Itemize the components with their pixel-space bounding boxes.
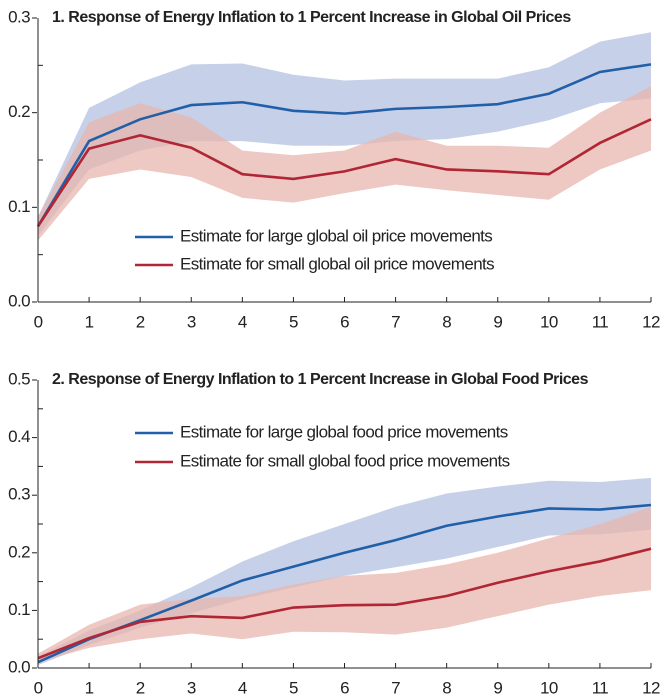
x-tick-label: 2 [136, 312, 145, 331]
y-tick-label: 0.0 [8, 657, 30, 676]
x-tick-label: 3 [187, 678, 196, 697]
y-tick-label: 0.2 [8, 542, 30, 561]
x-tick-label: 1 [85, 678, 94, 697]
confidence-band [38, 477, 651, 666]
chart-title: 1. Response of Energy Inflation to 1 Per… [52, 9, 571, 26]
line [36, 63, 652, 227]
y-tick-label: 0.3 [8, 485, 30, 504]
x-tick-label: 9 [493, 312, 502, 331]
x-tick-label: 11 [592, 312, 609, 331]
y-tick-label: 0.3 [8, 7, 30, 26]
x-tick-label: 0 [34, 312, 43, 331]
y-tick-label: 0.1 [8, 600, 30, 619]
x-tick-label: 5 [289, 678, 298, 697]
y-tick-label: 0.0 [8, 291, 30, 310]
y-tick-label: 0.5 [8, 369, 30, 388]
x-tick-label: 8 [442, 678, 451, 697]
x-tick-label: 0 [34, 678, 43, 697]
y-tick-label: 0.1 [8, 197, 30, 216]
line [37, 503, 652, 664]
x-tick-label: 9 [493, 678, 502, 697]
legend-label: Estimate for small global oil price move… [180, 254, 494, 273]
x-tick-label: 11 [592, 678, 609, 697]
x-tick-label: 4 [238, 312, 247, 331]
x-tick-label: 4 [238, 678, 247, 697]
x-tick-label: 6 [340, 678, 349, 697]
line [36, 118, 652, 227]
y-tick-label: 0.4 [8, 427, 30, 446]
legend-label: Estimate for large global oil price move… [180, 226, 492, 245]
x-tick-label: 12 [642, 312, 660, 331]
x-tick-label: 5 [289, 312, 298, 331]
x-tick-label: 12 [642, 678, 660, 697]
chart-title: 2. Response of Energy Inflation to 1 Per… [52, 371, 588, 388]
x-tick-label: 7 [391, 312, 400, 331]
confidence-band [38, 86, 651, 241]
x-tick-label: 1 [85, 312, 94, 331]
x-tick-label: 7 [391, 678, 400, 697]
x-tick-label: 3 [187, 312, 196, 331]
confidence-band [38, 32, 651, 236]
x-tick-label: 6 [340, 312, 349, 331]
confidence-band [38, 506, 651, 663]
y-tick-label: 0.2 [8, 102, 30, 121]
x-tick-label: 10 [540, 678, 558, 697]
line [37, 547, 652, 660]
legend-label: Estimate for small global food price mov… [180, 451, 510, 470]
x-tick-label: 2 [136, 678, 145, 697]
x-tick-label: 10 [540, 312, 558, 331]
legend-label: Estimate for large global food price mov… [180, 422, 508, 441]
x-tick-label: 8 [442, 312, 451, 331]
